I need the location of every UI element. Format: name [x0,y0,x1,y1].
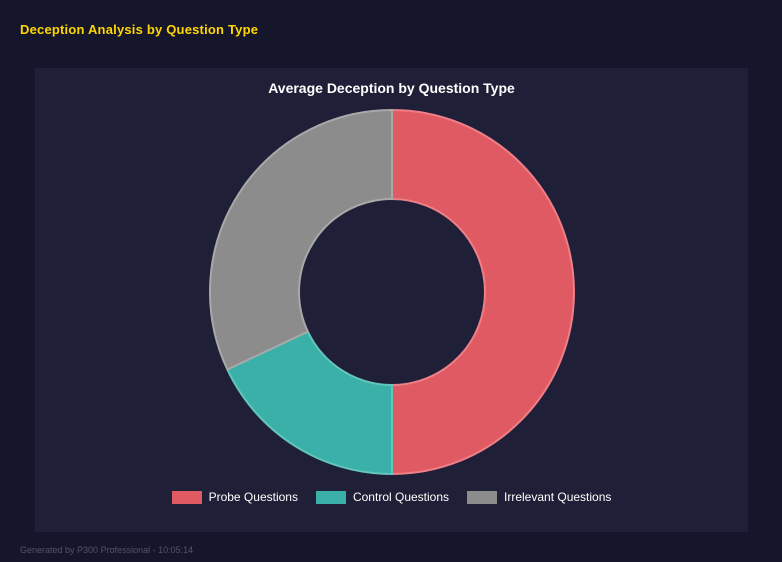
donut-chart [208,109,575,475]
page-title: Deception Analysis by Question Type [20,22,259,37]
legend-swatch-probe-icon [171,490,202,504]
chart-title: Average Deception by Question Type [268,80,515,96]
donut-segment-probe-questions [390,109,575,475]
donut-segment-control-questions [225,330,393,475]
legend-item-irrelevant-questions[interactable]: Irrelevant Questions [467,490,611,504]
legend-label-control: Control Questions [352,490,450,504]
legend-item-probe-questions[interactable]: Probe Questions [171,490,298,504]
legend-swatch-irrelevant-icon [467,490,498,504]
legend-label-probe: Probe Questions [208,490,298,504]
donut-segment-irrelevant-questions [208,109,393,371]
footer-status: Generated by P300 Professional - 10:05:1… [20,545,194,555]
legend-label-irrelevant: Irrelevant Questions [504,490,612,504]
chart-panel: Average Deception by Question Type Probe… [35,68,748,532]
legend-swatch-control-icon [315,490,346,504]
legend-item-control-questions[interactable]: Control Questions [315,490,450,504]
chart-legend: Probe Questions Control Questions Irrele… [171,490,611,504]
